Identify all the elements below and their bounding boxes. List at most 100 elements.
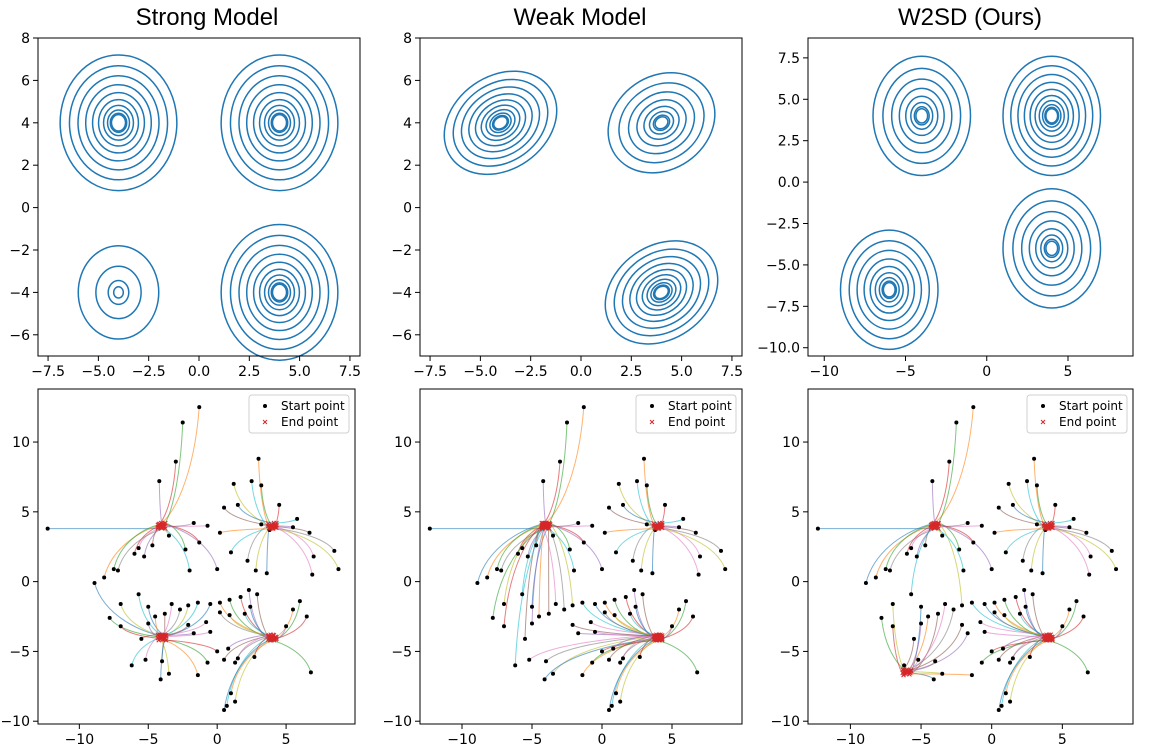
y-tick-label: 0 bbox=[21, 575, 30, 591]
contour-line bbox=[882, 67, 962, 165]
legend-box bbox=[635, 394, 737, 434]
end-point bbox=[653, 633, 659, 639]
trajectory-line bbox=[94, 582, 161, 636]
y-tick-label: 7.5 bbox=[778, 51, 800, 67]
start-point bbox=[1008, 699, 1013, 704]
start-point bbox=[602, 530, 607, 535]
start-point bbox=[926, 614, 931, 619]
start-point bbox=[115, 568, 120, 573]
start-point bbox=[982, 629, 987, 634]
start-point bbox=[132, 551, 137, 556]
legend-start-marker bbox=[263, 404, 267, 408]
start-point bbox=[670, 624, 674, 629]
start-point bbox=[815, 526, 820, 531]
contour-line bbox=[881, 280, 898, 300]
trajectory-line bbox=[910, 523, 937, 595]
trajectory-line bbox=[276, 518, 298, 524]
trajectory-plot-2: Start point End point bbox=[427, 394, 737, 713]
start-point bbox=[562, 607, 567, 612]
start-point bbox=[222, 708, 227, 713]
start-point bbox=[553, 601, 558, 606]
start-point bbox=[883, 567, 888, 572]
start-point bbox=[1022, 588, 1027, 592]
trajectory-line bbox=[632, 525, 654, 561]
start-point bbox=[205, 523, 210, 528]
trajectory-line bbox=[276, 601, 301, 640]
start-point bbox=[530, 621, 534, 626]
trajectory-line bbox=[237, 504, 275, 524]
contour-line bbox=[485, 108, 516, 137]
y-tick-label: 8 bbox=[21, 31, 30, 47]
trajectory-line bbox=[503, 526, 543, 627]
contour-line bbox=[604, 240, 719, 345]
trajectory-line bbox=[1030, 526, 1048, 571]
start-point bbox=[541, 479, 546, 484]
start-point bbox=[249, 479, 254, 484]
start-point bbox=[551, 671, 555, 676]
contour-line bbox=[267, 278, 292, 306]
contour-line bbox=[95, 265, 142, 320]
trajectory-line bbox=[615, 639, 662, 694]
start-point bbox=[1001, 646, 1005, 651]
x-tick-label: 7.5 bbox=[721, 364, 743, 380]
end-point bbox=[157, 521, 162, 527]
legend-end-marker bbox=[649, 419, 655, 425]
contour-line bbox=[650, 281, 673, 303]
start-point bbox=[490, 615, 495, 620]
start-point bbox=[971, 405, 976, 410]
start-point bbox=[677, 607, 681, 612]
start-point bbox=[228, 691, 233, 696]
start-point bbox=[1034, 522, 1039, 527]
start-point bbox=[227, 597, 232, 602]
x-tick-label: 2.5 bbox=[238, 364, 260, 380]
axes-frame bbox=[37, 388, 356, 725]
start-point bbox=[618, 660, 623, 665]
start-point bbox=[252, 655, 257, 659]
start-point bbox=[581, 405, 586, 410]
start-point bbox=[933, 659, 938, 664]
start-point bbox=[195, 673, 200, 678]
start-point bbox=[246, 588, 251, 592]
start-point bbox=[992, 600, 997, 605]
start-point bbox=[264, 571, 269, 576]
end-point bbox=[1050, 522, 1055, 528]
trajectory-line bbox=[931, 461, 950, 525]
x-tick-label: −2.5 bbox=[132, 364, 166, 380]
trajectory-line bbox=[247, 525, 269, 561]
end-point bbox=[930, 521, 935, 527]
trajectory-line bbox=[1005, 639, 1052, 694]
start-point bbox=[158, 677, 163, 682]
start-point bbox=[914, 554, 919, 559]
contour-line bbox=[904, 95, 939, 137]
end-point bbox=[268, 523, 274, 529]
contour-line bbox=[443, 70, 558, 176]
start-point bbox=[691, 614, 695, 619]
contour-line bbox=[258, 98, 301, 147]
start-point bbox=[45, 526, 50, 531]
contour-line bbox=[460, 86, 541, 160]
start-point bbox=[256, 456, 261, 461]
start-point bbox=[136, 592, 141, 597]
start-point bbox=[614, 691, 618, 696]
start-point bbox=[499, 568, 504, 573]
start-point bbox=[916, 657, 921, 662]
start-point bbox=[520, 592, 525, 597]
x-tick-label: −2.5 bbox=[514, 364, 548, 380]
start-point bbox=[233, 660, 238, 665]
end-point bbox=[659, 633, 665, 638]
end-point bbox=[653, 637, 658, 643]
start-point bbox=[954, 420, 959, 425]
x-tick-label: −10 bbox=[65, 732, 95, 748]
start-point bbox=[169, 601, 174, 606]
panel-title-strong-model: Strong Model bbox=[136, 4, 279, 31]
start-point bbox=[142, 554, 147, 559]
trajectory-line bbox=[542, 461, 561, 525]
start-point bbox=[92, 581, 97, 586]
start-point bbox=[139, 636, 144, 641]
x-tick-label: 0 bbox=[598, 732, 607, 748]
start-point bbox=[1002, 613, 1007, 618]
start-point bbox=[621, 502, 625, 507]
start-point bbox=[621, 656, 625, 661]
start-point bbox=[600, 649, 604, 654]
trajectory-plot-1: Start point End point bbox=[45, 394, 350, 713]
